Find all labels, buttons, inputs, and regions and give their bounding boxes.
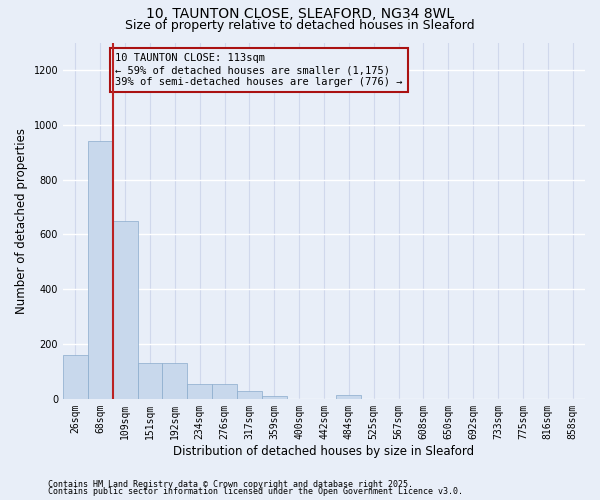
- Text: Size of property relative to detached houses in Sleaford: Size of property relative to detached ho…: [125, 18, 475, 32]
- Bar: [337, 394, 361, 399]
- Bar: [262, 396, 287, 399]
- Text: 10 TAUNTON CLOSE: 113sqm
← 59% of detached houses are smaller (1,175)
39% of sem: 10 TAUNTON CLOSE: 113sqm ← 59% of detach…: [115, 54, 403, 86]
- Bar: [88, 141, 113, 399]
- Text: Contains HM Land Registry data © Crown copyright and database right 2025.: Contains HM Land Registry data © Crown c…: [48, 480, 413, 489]
- Bar: [63, 355, 88, 399]
- Bar: [137, 363, 163, 399]
- Bar: [163, 363, 187, 399]
- Bar: [187, 384, 212, 399]
- Text: 10, TAUNTON CLOSE, SLEAFORD, NG34 8WL: 10, TAUNTON CLOSE, SLEAFORD, NG34 8WL: [146, 8, 454, 22]
- Text: Contains public sector information licensed under the Open Government Licence v3: Contains public sector information licen…: [48, 487, 463, 496]
- X-axis label: Distribution of detached houses by size in Sleaford: Distribution of detached houses by size …: [173, 444, 475, 458]
- Bar: [212, 384, 237, 399]
- Y-axis label: Number of detached properties: Number of detached properties: [15, 128, 28, 314]
- Bar: [113, 220, 137, 399]
- Bar: [237, 390, 262, 399]
